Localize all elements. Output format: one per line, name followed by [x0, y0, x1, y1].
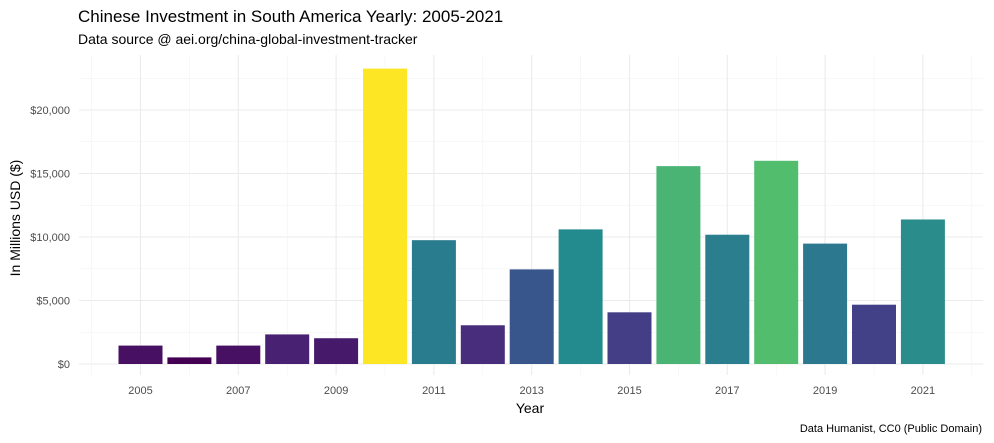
- y-tick-label: $0: [58, 359, 70, 371]
- bar-2018: [754, 160, 799, 364]
- bars: [118, 68, 945, 365]
- x-tick-label: 2005: [128, 385, 152, 397]
- x-tick-label: 2017: [715, 385, 739, 397]
- bar-2005: [118, 345, 163, 364]
- bar-2015: [607, 312, 652, 364]
- bar-2019: [803, 243, 848, 364]
- x-tick-label: 2019: [813, 385, 837, 397]
- bar-2014: [558, 229, 603, 364]
- y-tick-label: $5,000: [36, 296, 70, 308]
- bar-2020: [852, 304, 896, 364]
- x-axis-ticks: 2005 2007 2009 2011 2013 2015 2017 2019 2021: [128, 385, 935, 397]
- y-tick-label: $20,000: [30, 105, 70, 117]
- bar-2009: [314, 338, 359, 364]
- bar-2010: [363, 68, 407, 365]
- chart-caption: Data Humanist, CC0 (Public Domain): [799, 423, 982, 435]
- bar-2008: [265, 334, 310, 364]
- chart-title: Chinese Investment in South America Year…: [78, 7, 504, 26]
- x-tick-label: 2009: [324, 385, 348, 397]
- bar-2013: [509, 269, 554, 364]
- bar-2021: [900, 219, 945, 364]
- bar-2012: [460, 325, 505, 364]
- x-axis-title: Year: [516, 400, 545, 416]
- x-tick-label: 2013: [519, 385, 543, 397]
- y-axis-ticks: $0 $5,000 $10,000 $15,000 $20,000: [30, 105, 70, 371]
- y-axis-title: In Millions USD ($): [7, 160, 23, 277]
- y-tick-label: $15,000: [30, 169, 70, 181]
- x-tick-label: 2021: [911, 385, 935, 397]
- bar-2007: [216, 345, 261, 364]
- bar-2016: [656, 166, 701, 364]
- chart-subtitle: Data source @ aei.org/china-global-inves…: [78, 31, 418, 47]
- x-tick-label: 2011: [422, 385, 446, 397]
- bar-2011: [411, 240, 456, 364]
- y-tick-label: $10,000: [30, 232, 70, 244]
- bar-2006: [167, 357, 212, 364]
- x-tick-label: 2007: [226, 385, 250, 397]
- x-tick-label: 2015: [617, 385, 641, 397]
- bar-2017: [705, 234, 750, 364]
